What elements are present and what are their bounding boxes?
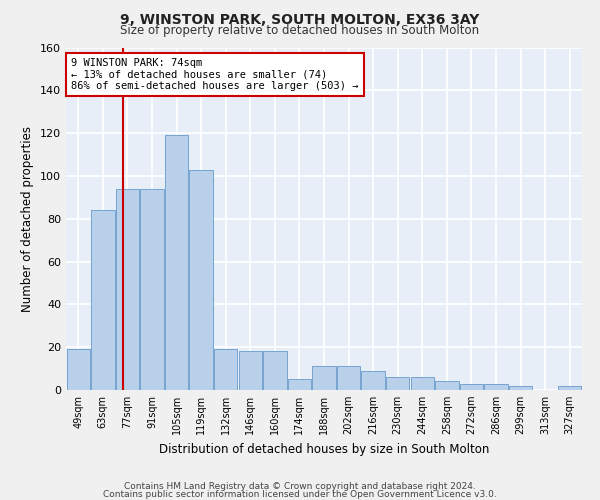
Text: Size of property relative to detached houses in South Molton: Size of property relative to detached ho… bbox=[121, 24, 479, 37]
Bar bbox=[509, 386, 532, 390]
Text: 9, WINSTON PARK, SOUTH MOLTON, EX36 3AY: 9, WINSTON PARK, SOUTH MOLTON, EX36 3AY bbox=[121, 12, 479, 26]
Bar bbox=[67, 350, 90, 390]
X-axis label: Distribution of detached houses by size in South Molton: Distribution of detached houses by size … bbox=[159, 442, 489, 456]
Bar bbox=[460, 384, 483, 390]
Bar bbox=[313, 366, 335, 390]
Bar bbox=[165, 136, 188, 390]
Bar bbox=[214, 350, 238, 390]
Bar bbox=[140, 189, 164, 390]
Bar bbox=[361, 370, 385, 390]
Y-axis label: Number of detached properties: Number of detached properties bbox=[22, 126, 34, 312]
Text: 9 WINSTON PARK: 74sqm
← 13% of detached houses are smaller (74)
86% of semi-deta: 9 WINSTON PARK: 74sqm ← 13% of detached … bbox=[71, 58, 359, 91]
Bar bbox=[558, 386, 581, 390]
Text: Contains HM Land Registry data © Crown copyright and database right 2024.: Contains HM Land Registry data © Crown c… bbox=[124, 482, 476, 491]
Bar bbox=[190, 170, 213, 390]
Bar bbox=[410, 377, 434, 390]
Bar bbox=[435, 382, 458, 390]
Bar bbox=[263, 352, 287, 390]
Bar bbox=[386, 377, 409, 390]
Bar bbox=[239, 352, 262, 390]
Bar bbox=[288, 380, 311, 390]
Bar bbox=[484, 384, 508, 390]
Bar bbox=[91, 210, 115, 390]
Text: Contains public sector information licensed under the Open Government Licence v3: Contains public sector information licen… bbox=[103, 490, 497, 499]
Bar bbox=[116, 189, 139, 390]
Bar bbox=[337, 366, 360, 390]
